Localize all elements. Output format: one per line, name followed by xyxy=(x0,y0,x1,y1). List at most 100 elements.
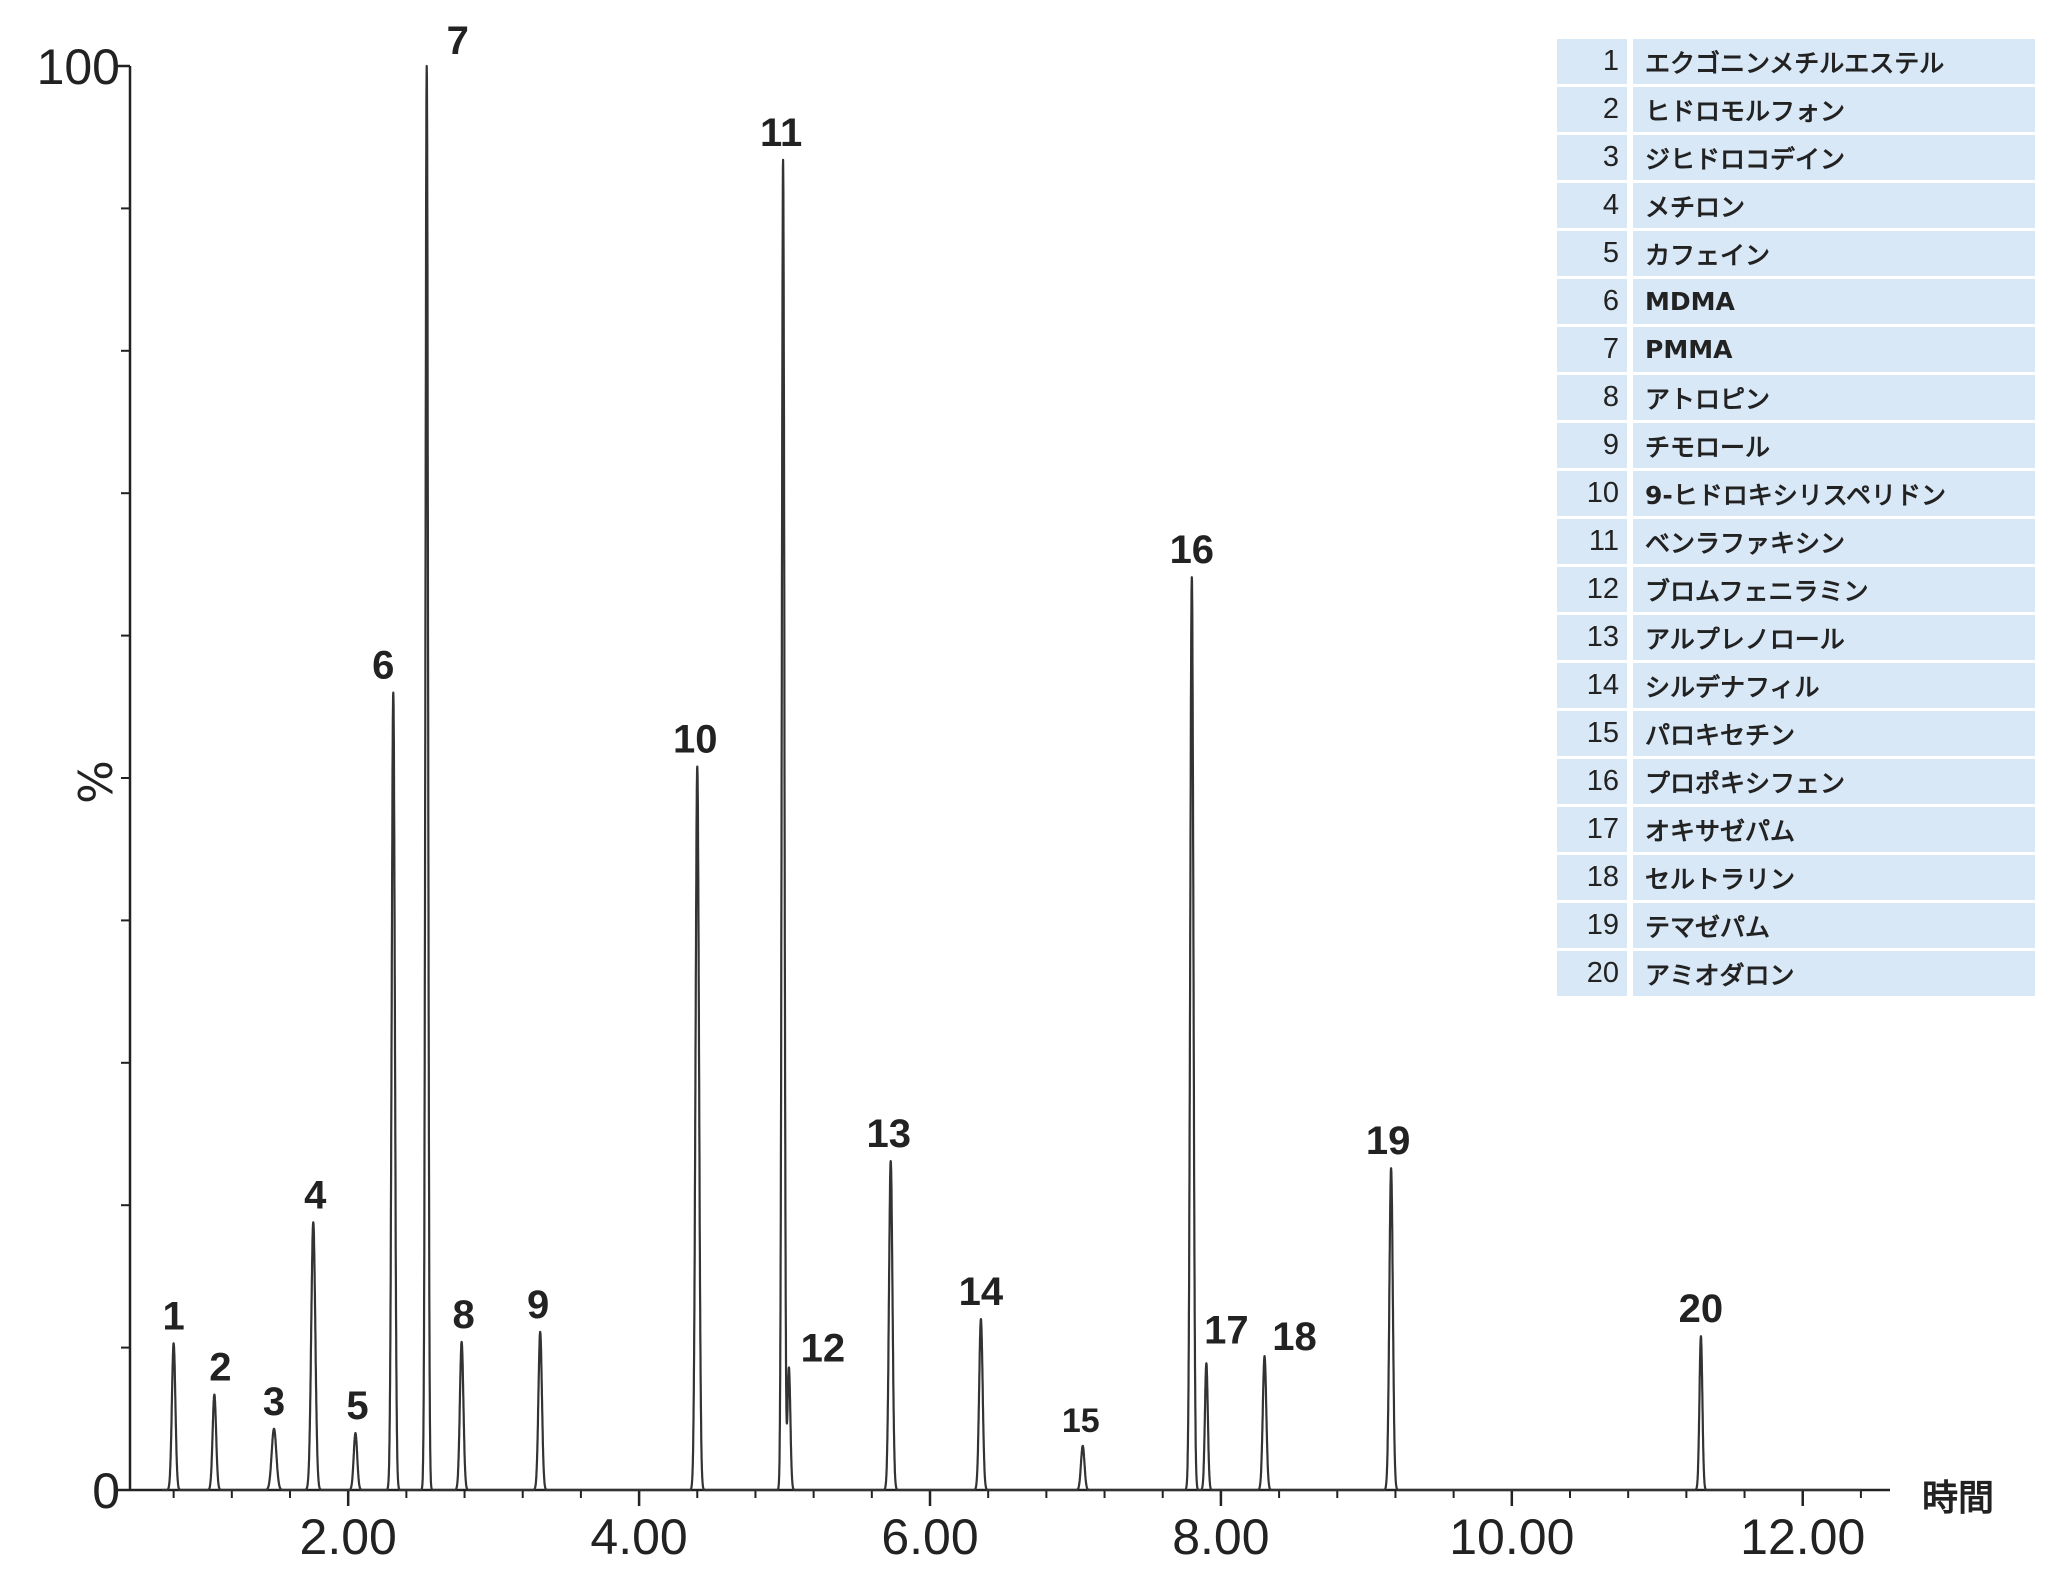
legend-row: 9 チモロール xyxy=(1557,423,2035,468)
peak-label-14: 14 xyxy=(959,1270,1004,1314)
legend-compound-name: プロポキシフェン xyxy=(1633,759,2035,804)
x-tick-label: 4.00 xyxy=(590,1509,687,1565)
legend-number: 20 xyxy=(1557,951,1627,996)
legend-compound-name: ブロムフェニラミン xyxy=(1633,567,2035,612)
y-tick-label: 0 xyxy=(92,1463,120,1519)
legend-divider xyxy=(1627,615,1633,660)
legend-number: 7 xyxy=(1557,327,1627,372)
peak-label-13: 13 xyxy=(866,1112,911,1156)
legend-row: 1 エクゴニンメチルエステル xyxy=(1557,39,2035,84)
legend-row: 8 アトロピン xyxy=(1557,375,2035,420)
x-tick-label: 10.00 xyxy=(1449,1509,1574,1565)
peak-label-5: 5 xyxy=(346,1384,368,1428)
peak-label-17: 17 xyxy=(1204,1308,1249,1352)
legend-divider xyxy=(1627,183,1633,228)
legend-row: 7 PMMA xyxy=(1557,327,2035,372)
legend-divider xyxy=(1627,807,1633,852)
legend-divider xyxy=(1627,471,1633,516)
legend-divider xyxy=(1627,135,1633,180)
peak-label-3: 3 xyxy=(263,1380,285,1424)
peak-label-11: 11 xyxy=(760,111,802,155)
peak-label-7: 7 xyxy=(447,19,469,63)
legend-divider xyxy=(1627,711,1633,756)
peak-label-16: 16 xyxy=(1170,528,1215,572)
legend-number: 8 xyxy=(1557,375,1627,420)
legend-number: 11 xyxy=(1557,519,1627,564)
legend-compound-name: 9-ヒドロキシリスペリドン xyxy=(1633,471,2035,516)
peak-label-10: 10 xyxy=(673,718,718,762)
peak-label-6: 6 xyxy=(372,644,394,688)
legend-divider xyxy=(1627,279,1633,324)
legend-divider xyxy=(1627,855,1633,900)
legend-divider xyxy=(1627,519,1633,564)
legend-row: 19 テマゼパム xyxy=(1557,903,2035,948)
legend-row: 5 カフェイン xyxy=(1557,231,2035,276)
legend-compound-name: アルプレノロール xyxy=(1633,615,2035,660)
legend-compound-name: ジヒドロコデイン xyxy=(1633,135,2035,180)
legend-compound-name: パロキセチン xyxy=(1633,711,2035,756)
legend-compound-name: テマゼパム xyxy=(1633,903,2035,948)
peak-label-9: 9 xyxy=(527,1283,549,1327)
legend-divider xyxy=(1627,663,1633,708)
peak-label-15: 15 xyxy=(1062,1402,1100,1440)
legend-number: 10 xyxy=(1557,471,1627,516)
peak-label-2: 2 xyxy=(209,1346,231,1390)
legend-divider xyxy=(1627,327,1633,372)
legend-compound-name: オキサゼパム xyxy=(1633,807,2035,852)
legend-compound-name: アミオダロン xyxy=(1633,951,2035,996)
peak-label-4: 4 xyxy=(304,1173,327,1217)
legend-compound-name: ヒドロモルフォン xyxy=(1633,87,2035,132)
legend-row: 2 ヒドロモルフォン xyxy=(1557,87,2035,132)
legend-divider xyxy=(1627,951,1633,996)
legend-number: 14 xyxy=(1557,663,1627,708)
legend-number: 12 xyxy=(1557,567,1627,612)
legend-number: 4 xyxy=(1557,183,1627,228)
legend-compound-name: エクゴニンメチルエステル xyxy=(1633,39,2035,84)
legend-row: 13 アルプレノロール xyxy=(1557,615,2035,660)
legend-number: 15 xyxy=(1557,711,1627,756)
legend-number: 17 xyxy=(1557,807,1627,852)
legend-compound-name: メチロン xyxy=(1633,183,2035,228)
legend-divider xyxy=(1627,231,1633,276)
x-tick-label: 2.00 xyxy=(300,1509,397,1565)
legend-number: 1 xyxy=(1557,39,1627,84)
legend-number: 3 xyxy=(1557,135,1627,180)
x-tick-label: 6.00 xyxy=(881,1509,978,1565)
legend-row: 4 メチロン xyxy=(1557,183,2035,228)
chromatogram-trace xyxy=(161,64,1862,1492)
legend-row: 20 アミオダロン xyxy=(1557,951,2035,996)
x-tick-label: 8.00 xyxy=(1172,1509,1269,1565)
x-tick-label: 12.00 xyxy=(1740,1509,1865,1565)
peak-label-12: 12 xyxy=(801,1327,846,1371)
legend-divider xyxy=(1627,903,1633,948)
legend-row: 14 シルデナフィル xyxy=(1557,663,2035,708)
legend-number: 9 xyxy=(1557,423,1627,468)
legend-divider xyxy=(1627,87,1633,132)
legend-number: 2 xyxy=(1557,87,1627,132)
legend-number: 16 xyxy=(1557,759,1627,804)
legend-number: 19 xyxy=(1557,903,1627,948)
legend-row: 10 9-ヒドロキシリスペリドン xyxy=(1557,471,2035,516)
legend-compound-name: アトロピン xyxy=(1633,375,2035,420)
legend-number: 18 xyxy=(1557,855,1627,900)
legend-row: 11 ベンラファキシン xyxy=(1557,519,2035,564)
legend-row: 16 プロポキシフェン xyxy=(1557,759,2035,804)
ticks: 0 100 2.00 4.00 6.00 8.00 10.00 12.00 xyxy=(37,39,1866,1565)
peak-label-19: 19 xyxy=(1366,1119,1411,1163)
legend-divider xyxy=(1627,423,1633,468)
x-axis-title: 時間 xyxy=(1922,1478,1994,1519)
legend-compound-name: セルトラリン xyxy=(1633,855,2035,900)
peak-label-1: 1 xyxy=(163,1294,185,1338)
legend-row: 17 オキサゼパム xyxy=(1557,807,2035,852)
legend-compound-name: PMMA xyxy=(1633,327,2035,372)
legend-row: 6 MDMA xyxy=(1557,279,2035,324)
peak-label-18: 18 xyxy=(1272,1315,1317,1359)
legend-divider xyxy=(1627,567,1633,612)
legend-compound-name: シルデナフィル xyxy=(1633,663,2035,708)
compound-legend: 1 エクゴニンメチルエステル 2 ヒドロモルフォン 3 ジヒドロコデイン 4 メチロン 5 カフェ… xyxy=(1557,36,2035,999)
peak-label-8: 8 xyxy=(453,1293,475,1337)
y-tick-label: 100 xyxy=(37,39,120,95)
legend-divider xyxy=(1627,39,1633,84)
peak-label-20: 20 xyxy=(1679,1287,1724,1331)
